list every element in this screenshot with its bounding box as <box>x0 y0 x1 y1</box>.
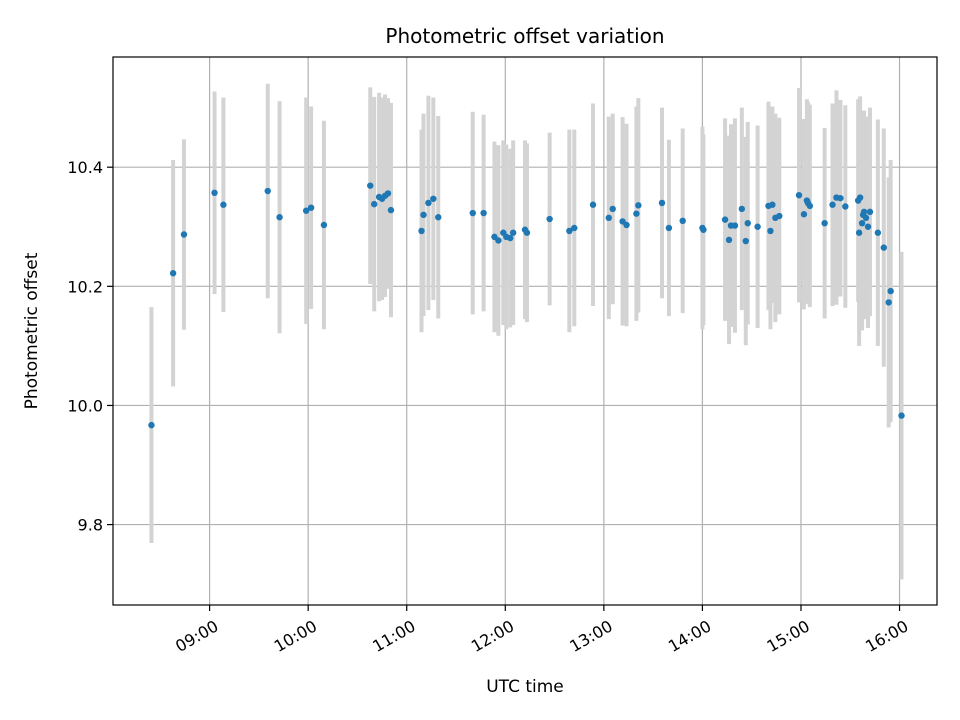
data-point <box>860 208 868 216</box>
data-point <box>806 202 814 210</box>
data-point <box>264 187 271 195</box>
data-point <box>384 190 392 197</box>
data-point <box>480 209 487 217</box>
data-point <box>220 201 227 208</box>
data-point <box>571 224 578 232</box>
data-point <box>874 229 882 236</box>
data-point <box>469 209 476 217</box>
data-point <box>633 210 640 217</box>
data-point <box>862 214 870 222</box>
data-point <box>367 182 374 189</box>
data-point <box>495 237 502 244</box>
data-point <box>370 200 378 208</box>
data-point <box>635 202 642 209</box>
data-point <box>731 222 739 229</box>
y-tick-label: 10.0 <box>67 396 103 415</box>
plot-frame <box>112 56 938 606</box>
data-point <box>507 234 514 242</box>
data-point <box>769 201 776 208</box>
data-point <box>837 194 844 202</box>
data-point <box>744 219 751 227</box>
data-point <box>180 231 188 238</box>
data-point <box>754 223 761 230</box>
data-point <box>523 229 531 236</box>
data-point <box>307 204 315 211</box>
data-point <box>885 299 892 306</box>
data-point <box>742 237 749 245</box>
data-point <box>887 287 894 295</box>
data-point <box>302 207 310 214</box>
data-point <box>320 221 328 229</box>
data-point <box>435 214 442 221</box>
data-point <box>738 205 746 213</box>
data-point <box>800 211 808 218</box>
data-point <box>855 229 863 236</box>
data-point <box>658 199 666 207</box>
data-point <box>418 227 425 235</box>
data-point <box>425 199 432 207</box>
data-point <box>842 203 849 210</box>
data-point <box>169 270 177 277</box>
data-point <box>864 223 872 230</box>
data-point <box>623 221 630 229</box>
data-point <box>767 227 774 235</box>
data-point <box>829 201 836 208</box>
x-axis-label: UTC time <box>486 677 564 697</box>
data-point <box>821 219 828 227</box>
data-point <box>148 421 155 429</box>
data-point <box>856 194 864 201</box>
point-layer <box>148 182 905 429</box>
data-point <box>387 206 395 214</box>
data-point <box>211 189 218 197</box>
data-point <box>858 219 866 227</box>
data-point <box>880 244 887 251</box>
data-point <box>605 214 612 222</box>
data-point <box>679 217 686 225</box>
data-point <box>589 201 597 208</box>
data-point <box>721 216 729 223</box>
data-point <box>420 211 427 219</box>
data-point <box>566 227 573 235</box>
data-point <box>795 191 803 199</box>
data-point <box>509 229 517 236</box>
data-point <box>430 195 437 202</box>
data-point <box>665 224 673 232</box>
y-axis-label: Photometric offset <box>22 252 42 409</box>
y-tick-label: 10.2 <box>67 277 103 296</box>
data-point <box>700 226 707 233</box>
data-point <box>776 212 783 220</box>
data-point <box>725 236 733 244</box>
data-point <box>898 412 905 419</box>
y-tick-label: 9.8 <box>78 516 103 535</box>
chart-title: Photometric offset variation <box>385 24 664 48</box>
y-tick-label: 10.4 <box>67 158 103 177</box>
data-point <box>609 205 616 213</box>
data-point <box>276 214 283 221</box>
data-point <box>866 208 874 216</box>
data-point <box>546 215 553 223</box>
